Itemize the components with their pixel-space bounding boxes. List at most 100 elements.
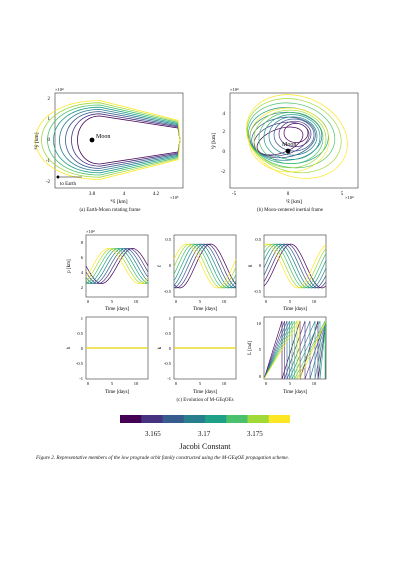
c-xtick: 10 — [312, 299, 317, 304]
c-ytick: 10 — [257, 321, 262, 326]
c-exponent: ×10⁴ — [86, 229, 95, 234]
b-ytick: 4 — [223, 112, 226, 117]
L-curve — [263, 320, 327, 380]
a-ytick: 1 — [48, 117, 51, 122]
c-xtick: 5 — [289, 381, 292, 386]
c-ytick: 5 — [259, 347, 262, 352]
c-xtick: 10 — [222, 299, 227, 304]
orbit-b — [249, 111, 323, 161]
c-ytick: 2 — [81, 285, 83, 290]
colorbar-swatch — [205, 415, 227, 423]
c-ytick: -0.5 — [164, 289, 172, 294]
c-xtick: 0 — [175, 299, 178, 304]
c-ytick: -0.5 — [76, 361, 84, 366]
a-ytick: -1 — [46, 159, 51, 164]
wave-curve — [263, 243, 327, 289]
wave-curve — [263, 243, 327, 289]
wave-curve — [263, 243, 327, 289]
panel-c-geqoe-evolution: ×10⁴ 8 6 4 2 0.5 0 -0.5 0.5 0 -0.5 1 0.5… — [60, 225, 350, 400]
panel-c-top-row-curves — [85, 243, 327, 289]
colorbar-label: Jacobi Constant — [179, 442, 231, 451]
colorbar-swatch — [162, 415, 185, 423]
c-xlabel: Time [days] — [283, 390, 307, 395]
orbit-a — [59, 108, 181, 172]
orbit-b — [251, 116, 316, 159]
b-ylabel: ᴵŷ [km] — [211, 133, 217, 149]
colorbar-tick: 3.17 — [198, 430, 211, 438]
c-ytick: 6 — [81, 255, 84, 260]
c-ylabel-f: f — [158, 265, 163, 267]
b-ytick: -2 — [221, 170, 226, 175]
panel-a-y-exponent: ×10⁴ — [55, 87, 64, 92]
wave-curve — [173, 243, 237, 289]
panel-c-L-curves — [263, 319, 327, 380]
colorbar-swatches — [120, 415, 291, 423]
orbit-b — [283, 123, 309, 143]
c-ytick: 4 — [81, 270, 84, 275]
moon-label: Moon — [282, 142, 296, 148]
c-ylabel-L: L [rad] — [248, 341, 253, 355]
wave-curve — [173, 243, 237, 289]
c-xtick: 0 — [87, 381, 90, 386]
L-curve — [263, 319, 327, 380]
colorbar-swatch — [183, 415, 206, 423]
c-ytick: -1 — [79, 376, 83, 381]
panel-a-caption: (a) Earth-Moon rotating frame — [79, 208, 141, 213]
orbit-b — [246, 98, 342, 174]
L-curve — [263, 320, 327, 380]
c-xlabel: Time [days] — [283, 307, 307, 312]
wave-curve — [263, 243, 327, 289]
c-ytick: -0.5 — [254, 289, 262, 294]
b-xtick: 0 — [287, 192, 290, 197]
wave-curve — [263, 243, 327, 289]
jacobi-colorbar: 3.165 3.17 3.175 Jacobi Constant — [120, 412, 291, 452]
wave-curve — [85, 248, 149, 284]
panel-a-plot: Moon to Earth ×10⁴ ×10⁵ 2 1 0 -1 -2 3.8 … — [34, 87, 184, 205]
c-ytick: -0.5 — [164, 361, 172, 366]
a-ytick: -2 — [46, 180, 51, 185]
orbit-a — [53, 106, 181, 174]
a-xlabel: ᴿx̂ [km] — [110, 199, 127, 205]
colorbar-swatch — [247, 415, 270, 423]
c-ylabel-h: h — [67, 346, 72, 349]
c-xtick: 5 — [199, 299, 202, 304]
a-ytick: 2 — [48, 97, 51, 102]
c-ytick: 0 — [169, 263, 172, 268]
panel-b-moon-centered-inertial: Moon ×10⁴ ×10⁴ 4 2 0 -2 -5 0 5 ᴵx̂ [km] … — [210, 85, 370, 205]
b-xtick: 5 — [341, 192, 344, 197]
orbit-a — [35, 100, 181, 180]
colorbar-swatch — [120, 415, 142, 423]
panel-b-caption: (b) Moon-centered inertial frame — [257, 208, 323, 213]
L-curve — [263, 320, 327, 380]
moon-marker — [89, 137, 95, 143]
wave-curve — [263, 243, 327, 289]
c-ytick: 0.5 — [77, 331, 83, 336]
orbit-a — [47, 104, 181, 176]
c-ytick: 8 — [81, 240, 84, 245]
c-ylabel-g: g — [248, 264, 253, 267]
a-ytick: 0 — [48, 138, 51, 143]
moon-marker — [285, 148, 291, 154]
colorbar-swatch — [226, 415, 248, 423]
wave-curve — [85, 248, 149, 284]
L-curve — [263, 320, 327, 380]
wave-curve — [173, 243, 237, 289]
panel-b-y-exponent: ×10⁴ — [230, 87, 239, 92]
c-ytick: 0 — [259, 263, 262, 268]
c-xtick: 0 — [175, 381, 178, 386]
orbit-b — [268, 116, 318, 156]
panel-b-orbit-family — [246, 94, 348, 179]
c-xtick: 0 — [265, 381, 268, 386]
c-xtick: 10 — [312, 381, 317, 386]
c-xtick: 5 — [289, 299, 292, 304]
c-ytick: 0 — [81, 346, 84, 351]
c-xlabel: Time [days] — [193, 390, 217, 395]
wave-curve — [85, 248, 149, 284]
c-xtick: 10 — [134, 381, 139, 386]
a-xtick: 3.8 — [89, 192, 96, 197]
colorbar-tick: 3.165 — [145, 430, 161, 438]
orbit-b — [263, 114, 321, 160]
orbit-a — [65, 111, 181, 169]
orbit-b — [273, 118, 315, 152]
panel-a-x-exponent: ×10⁵ — [170, 195, 179, 200]
